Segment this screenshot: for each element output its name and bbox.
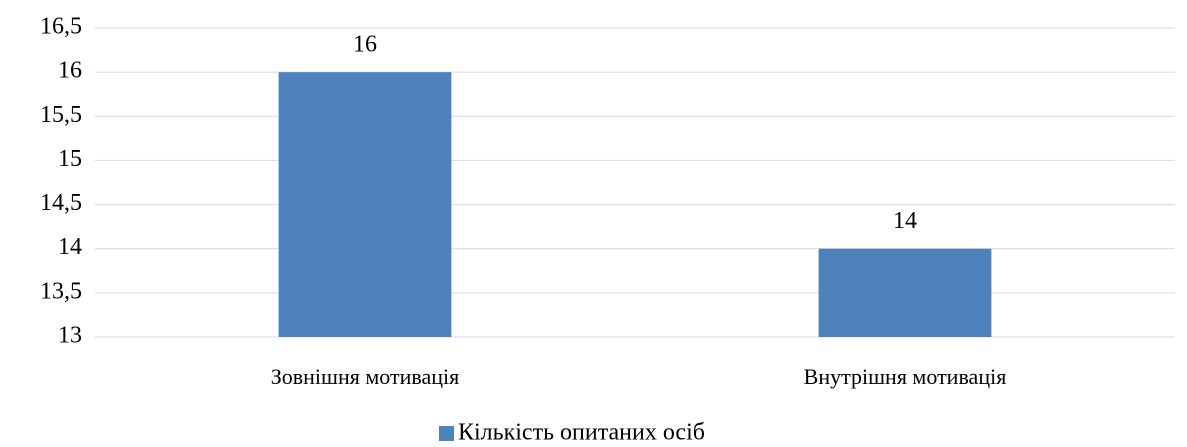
y-tick-label: 13 bbox=[58, 323, 82, 349]
data-label: 14 bbox=[893, 208, 917, 234]
x-tick-label: Зовнішня мотивація bbox=[271, 364, 460, 389]
y-tick-label: 13,5 bbox=[40, 278, 82, 304]
y-tick-label: 15,5 bbox=[40, 102, 82, 128]
y-tick-label: 14,5 bbox=[40, 190, 82, 216]
y-tick-label: 14 bbox=[58, 234, 82, 260]
bar bbox=[278, 72, 452, 338]
data-label: 16 bbox=[353, 32, 377, 58]
legend-swatch bbox=[439, 426, 454, 441]
bar bbox=[818, 248, 992, 337]
y-tick-label: 16,5 bbox=[40, 14, 82, 40]
x-tick-label: Внутрішня мотивація bbox=[804, 364, 1007, 389]
y-tick-label: 16 bbox=[58, 58, 82, 84]
y-tick-label: 15 bbox=[58, 146, 82, 172]
legend-label: Кількість опитаних осіб bbox=[458, 420, 705, 446]
